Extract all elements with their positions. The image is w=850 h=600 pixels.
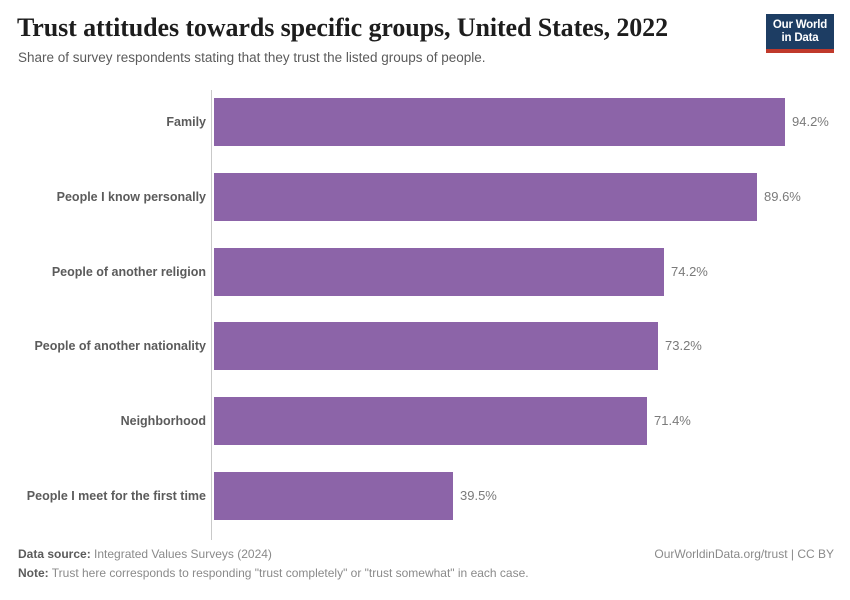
data-source-label: Data source: [18, 547, 91, 561]
bar-row[interactable]: People I know personally 89.6% [0, 172, 850, 221]
plot-area: Family 94.2% People I know personally 89.6%… [0, 82, 850, 540]
owid-logo-line-2: in Data [781, 32, 819, 44]
bar-value-label: 74.2% [671, 263, 708, 279]
bar-category-label: People I meet for the first time [26, 489, 206, 503]
bar-category-label: People I know personally [56, 189, 206, 204]
bar-row[interactable]: People I meet for the first time 39.5% [0, 472, 850, 520]
data-source-value: Integrated Values Surveys (2024) [90, 547, 272, 561]
chart-note: Note: Trust here corresponds to respondi… [18, 566, 529, 580]
owid-logo[interactable]: Our World in Data [766, 14, 834, 53]
bar-value-label: 71.4% [654, 413, 691, 429]
chart-subtitle: Share of survey respondents stating that… [18, 50, 486, 65]
bar[interactable] [214, 322, 658, 371]
bar[interactable] [214, 247, 664, 296]
bar-value-label: 94.2% [792, 114, 829, 129]
chart-footer: Data source: Integrated Values Surveys (… [0, 540, 850, 600]
bar-row[interactable]: People of another nationality 73.2% [0, 322, 850, 371]
owid-source-link[interactable]: OurWorldinData.org/trust | CC BY [654, 547, 834, 561]
chart-note-value: Trust here corresponds to responding "tr… [48, 566, 529, 580]
bar-value-label: 73.2% [665, 338, 702, 354]
bar-value-label: 89.6% [764, 188, 801, 204]
chart-note-label: Note: [18, 566, 49, 580]
chart-header: Trust attitudes towards specific groups,… [0, 0, 850, 82]
bar-row[interactable]: People of another religion 74.2% [0, 247, 850, 296]
bar[interactable] [214, 172, 757, 221]
page-title: Trust attitudes towards specific groups,… [17, 13, 668, 42]
bar[interactable] [214, 472, 453, 520]
owid-logo-line-1: Our World [772, 19, 828, 31]
bar-category-label: People of another religion [51, 264, 206, 279]
bar-category-label: Neighborhood [120, 414, 206, 429]
bar[interactable] [214, 397, 647, 446]
bar-category-label: Family [166, 115, 206, 129]
bar[interactable] [214, 98, 785, 146]
bar-category-label: People of another nationality [34, 339, 206, 354]
y-axis-line [211, 90, 212, 540]
bar-value-label: 39.5% [460, 488, 497, 503]
data-source: Data source: Integrated Values Surveys (… [18, 547, 272, 561]
bar-row[interactable]: Neighborhood 71.4% [0, 397, 850, 446]
bar-row[interactable]: Family 94.2% [0, 98, 850, 146]
